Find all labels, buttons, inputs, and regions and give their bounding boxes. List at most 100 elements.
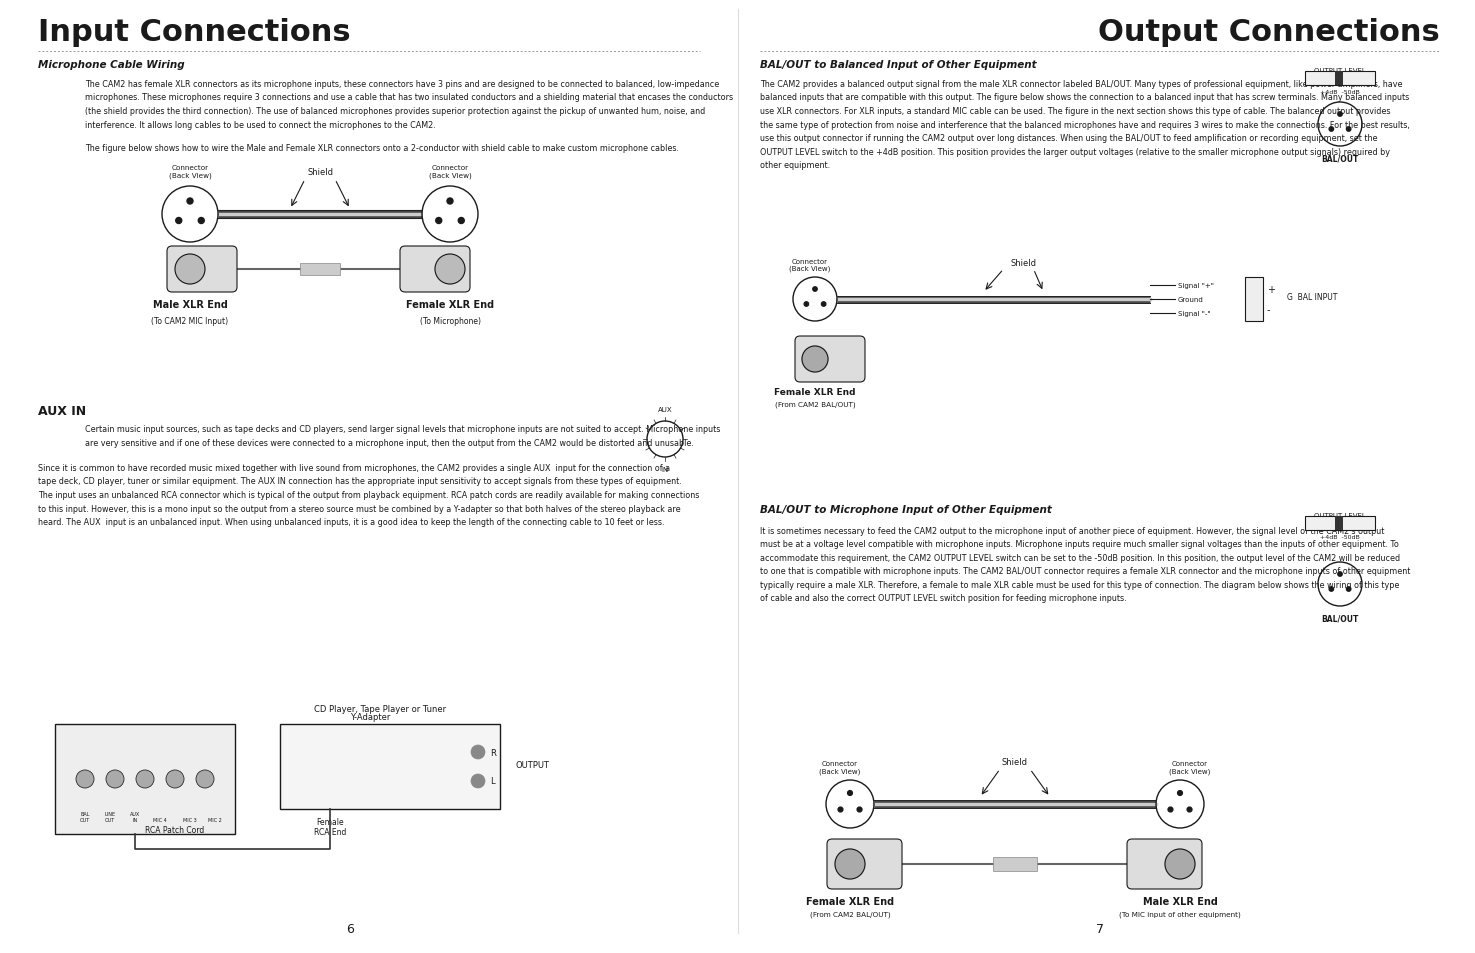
Text: Since it is common to have recorded music mixed together with live sound from mi: Since it is common to have recorded musi… (38, 463, 670, 473)
Text: MIC 2: MIC 2 (208, 817, 221, 822)
Text: LINE
OUT: LINE OUT (105, 811, 115, 822)
Text: Shield: Shield (307, 168, 333, 177)
Text: L: L (490, 777, 494, 785)
Circle shape (1329, 128, 1333, 132)
Circle shape (1338, 112, 1342, 117)
Text: The figure below shows how to wire the Male and Female XLR connectors onto a 2-c: The figure below shows how to wire the M… (86, 144, 678, 152)
Text: MIC 3: MIC 3 (183, 817, 196, 822)
Text: Signal "+": Signal "+" (1179, 283, 1214, 289)
Circle shape (1347, 587, 1351, 592)
Text: balanced inputs that are compatible with this output. The figure below shows the: balanced inputs that are compatible with… (760, 93, 1409, 102)
FancyBboxPatch shape (167, 247, 237, 293)
Circle shape (176, 218, 181, 224)
Bar (299, 264, 341, 275)
Text: are very sensitive and if one of these devices were connected to a microphone in: are very sensitive and if one of these d… (86, 438, 693, 447)
Text: use this output connector if running the CAM2 output over long distances. When u: use this output connector if running the… (760, 133, 1378, 143)
Circle shape (1329, 587, 1333, 592)
Text: Female XLR End: Female XLR End (805, 896, 894, 906)
Text: Male XLR End: Male XLR End (152, 299, 227, 310)
Circle shape (1177, 791, 1183, 796)
Text: CD Player, Tape Player or Tuner: CD Player, Tape Player or Tuner (314, 704, 445, 713)
Text: Connector
(Back View): Connector (Back View) (819, 760, 861, 774)
Bar (1335, 517, 1344, 531)
Text: (From CAM2 BAL/OUT): (From CAM2 BAL/OUT) (810, 911, 891, 918)
Text: R: R (490, 748, 496, 757)
Text: G  BAL INPUT: G BAL INPUT (1288, 294, 1338, 302)
Circle shape (459, 218, 465, 224)
Circle shape (838, 807, 842, 812)
Text: +4dB  -50dB: +4dB -50dB (1320, 535, 1360, 539)
Text: RCA Patch Cord: RCA Patch Cord (145, 825, 204, 834)
FancyBboxPatch shape (400, 247, 471, 293)
Circle shape (1187, 807, 1192, 812)
Text: (From CAM2 BAL/OUT): (From CAM2 BAL/OUT) (774, 401, 855, 408)
Text: microphones. These microphones require 3 connections and use a cable that has tw: microphones. These microphones require 3… (86, 93, 733, 102)
Circle shape (198, 218, 204, 224)
Text: (the shield provides the third connection). The use of balanced microphones prov: (the shield provides the third connectio… (86, 107, 705, 116)
Text: Connector
(Back View): Connector (Back View) (789, 258, 830, 272)
Text: The CAM2 provides a balanced output signal from the male XLR connector labeled B: The CAM2 provides a balanced output sign… (760, 80, 1403, 89)
Circle shape (1338, 572, 1342, 577)
Circle shape (802, 347, 827, 373)
Text: +4dB  -50dB: +4dB -50dB (1320, 90, 1360, 95)
Text: Microphone Cable Wiring: Microphone Cable Wiring (38, 60, 184, 70)
Circle shape (196, 770, 214, 788)
Text: (To MIC input of other equipment): (To MIC input of other equipment) (1120, 911, 1240, 918)
Text: to this input. However, this is a mono input so the output from a stereo source : to this input. However, this is a mono i… (38, 504, 680, 513)
Circle shape (857, 807, 861, 812)
Circle shape (187, 199, 193, 205)
Text: AUX
IN: AUX IN (130, 811, 140, 822)
Text: Female
RCA End: Female RCA End (314, 817, 347, 837)
Text: Female XLR End: Female XLR End (774, 388, 855, 396)
Text: accommodate this requirement, the CAM2 OUTPUT LEVEL switch can be set to the -50: accommodate this requirement, the CAM2 O… (760, 554, 1400, 562)
Text: (To CAM2 MIC Input): (To CAM2 MIC Input) (152, 316, 229, 326)
Text: BAL
OUT: BAL OUT (80, 811, 90, 822)
Text: BAL/OUT: BAL/OUT (1322, 154, 1358, 164)
Text: BAL/OUT to Balanced Input of Other Equipment: BAL/OUT to Balanced Input of Other Equip… (760, 60, 1037, 70)
Text: (To Microphone): (To Microphone) (419, 316, 481, 326)
Text: Input Connections: Input Connections (38, 18, 351, 47)
FancyBboxPatch shape (795, 336, 864, 382)
Text: The CAM2 has female XLR connectors as its microphone inputs, these connectors ha: The CAM2 has female XLR connectors as it… (86, 80, 720, 89)
Text: +: + (1267, 285, 1274, 294)
Circle shape (1165, 849, 1195, 879)
Bar (1305, 517, 1375, 531)
Bar (1245, 277, 1263, 322)
Circle shape (106, 770, 124, 788)
Circle shape (804, 302, 808, 307)
Text: OUTPUT: OUTPUT (515, 760, 549, 769)
Bar (1335, 71, 1344, 86)
Text: must be at a voltage level compatible with microphone inputs. Microphone inputs : must be at a voltage level compatible wi… (760, 540, 1398, 549)
Circle shape (1347, 128, 1351, 132)
Text: the same type of protection from noise and interference that the balanced microp: the same type of protection from noise a… (760, 120, 1410, 130)
Text: MIC 4: MIC 4 (153, 817, 167, 822)
Text: OUTPUT LEVEL: OUTPUT LEVEL (1314, 513, 1366, 518)
Text: other equipment.: other equipment. (760, 161, 830, 170)
Text: Female XLR End: Female XLR End (406, 299, 494, 310)
Text: 6: 6 (347, 923, 354, 935)
Circle shape (813, 288, 817, 292)
Text: OUTPUT LEVEL: OUTPUT LEVEL (1314, 68, 1366, 74)
Circle shape (136, 770, 153, 788)
Text: Output Connections: Output Connections (1099, 18, 1440, 47)
Text: The input uses an unbalanced RCA connector which is typical of the output from p: The input uses an unbalanced RCA connect… (38, 491, 699, 499)
Text: to one that is compatible with microphone inputs. The CAM2 BAL/OUT connector req: to one that is compatible with microphon… (760, 567, 1410, 576)
Bar (280, 724, 500, 809)
Circle shape (471, 774, 485, 788)
Text: -: - (1267, 305, 1270, 314)
Text: BAL/OUT to Microphone Input of Other Equipment: BAL/OUT to Microphone Input of Other Equ… (760, 504, 1052, 515)
Text: Y-Adapter: Y-Adapter (350, 712, 391, 721)
Bar (1305, 71, 1375, 86)
Bar (55, 724, 235, 834)
Bar (993, 857, 1037, 871)
Circle shape (447, 199, 453, 205)
Circle shape (835, 849, 864, 879)
Text: Signal "-": Signal "-" (1179, 311, 1211, 316)
Circle shape (435, 254, 465, 285)
Text: use XLR connectors. For XLR inputs, a standard MIC cable can be used. The figure: use XLR connectors. For XLR inputs, a st… (760, 107, 1391, 116)
Text: Ground: Ground (1179, 296, 1204, 303)
Text: Connector
(Back View): Connector (Back View) (168, 165, 211, 179)
Text: Male XLR End: Male XLR End (1143, 896, 1217, 906)
Text: typically require a male XLR. Therefore, a female to male XLR cable must be used: typically require a male XLR. Therefore,… (760, 580, 1400, 589)
Text: Shield: Shield (1002, 758, 1028, 766)
